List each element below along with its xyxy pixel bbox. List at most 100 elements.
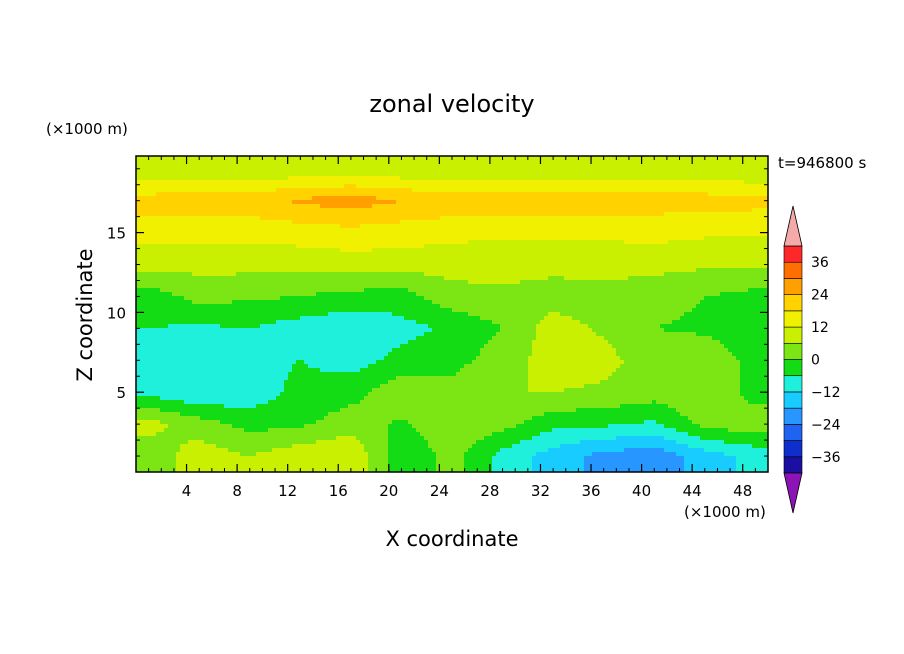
contour-cell [628,220,633,225]
contour-cell [480,276,485,281]
contour-cell [568,228,573,233]
contour-cell [420,168,425,173]
contour-cell [408,256,413,261]
contour-cell [268,156,273,161]
contour-cell [232,224,237,229]
contour-cell [268,192,273,197]
contour-cell [696,252,701,257]
contour-cell [204,280,209,285]
contour-cell [288,248,293,253]
contour-cell [176,236,181,241]
contour-cell [500,172,505,177]
contour-cell [240,164,245,169]
contour-cell [572,272,577,277]
contour-cell [340,200,345,205]
contour-cell [556,232,561,237]
contour-cell [448,180,453,185]
contour-cell [324,208,329,213]
contour-cell [452,236,457,241]
contour-cell [588,212,593,217]
contour-cell [328,244,333,249]
contour-cell [508,212,513,217]
contour-cell [396,272,401,277]
contour-cell [584,252,589,257]
contour-cell [352,228,357,233]
contour-cell [732,216,737,221]
contour-cell [148,196,153,201]
contour-cell [712,252,717,257]
contour-cell [676,232,681,237]
contour-cell [224,272,229,277]
contour-cell [548,220,553,225]
contour-cell [680,200,685,205]
contour-cell [332,168,337,173]
contour-cell [752,212,757,217]
contour-cell [708,216,713,221]
contour-cell [288,264,293,269]
contour-cell [236,156,241,161]
contour-cell [660,224,665,229]
contour-cell [272,228,277,233]
contour-cell [532,188,537,193]
contour-cell [708,268,713,273]
contour-cell [364,212,369,217]
contour-cell [236,168,241,173]
contour-cell [520,228,525,233]
contour-cell [684,160,689,165]
contour-cell [348,208,353,213]
contour-cell [252,280,257,285]
contour-cell [252,192,257,197]
contour-cell [616,236,621,241]
contour-cell [436,176,441,181]
contour-cell [624,272,629,277]
contour-cell [324,168,329,173]
contour-cell [556,220,561,225]
contour-cell [264,240,269,245]
contour-cell [556,256,561,261]
contour-cell [304,192,309,197]
contour-cell [192,228,197,233]
contour-cell [484,156,489,161]
contour-cell [408,276,413,281]
contour-cell [140,220,145,225]
contour-cell [688,248,693,253]
contour-cell [196,212,201,217]
contour-cell [244,240,249,245]
contour-cell [532,172,537,177]
contour-cell [232,280,237,285]
contour-cell [144,184,149,189]
contour-cell [708,272,713,277]
contour-cell [292,160,297,165]
contour-cell [152,224,157,229]
contour-cell [252,156,257,161]
contour-cell [696,268,701,273]
contour-cell [276,188,281,193]
contour-cell [644,244,649,249]
contour-cell [616,244,621,249]
contour-cell [564,200,569,205]
contour-cell [400,208,405,213]
contour-cell [328,256,333,261]
contour-cell [448,184,453,189]
contour-cell [528,160,533,165]
contour-cell [640,248,645,253]
contour-cell [540,240,545,245]
contour-cell [604,184,609,189]
contour-cell [364,232,369,237]
contour-cell [628,172,633,177]
contour-cell [292,224,297,229]
contour-cell [716,204,721,209]
contour-cell [144,196,149,201]
contour-cell [532,232,537,237]
contour-cell [300,204,305,209]
contour-cell [744,272,749,277]
contour-cell [756,240,761,245]
contour-cell [224,244,229,249]
contour-cell [608,232,613,237]
contour-cell [552,184,557,189]
contour-cell [740,240,745,245]
contour-cell [448,256,453,261]
contour-cell [408,268,413,273]
contour-cell [312,184,317,189]
contour-cell [316,224,321,229]
